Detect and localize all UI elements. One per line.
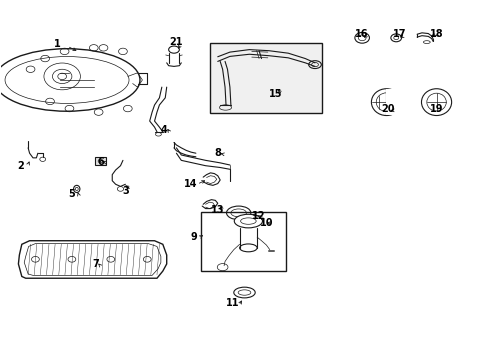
Bar [95,157,106,165]
Text: 15: 15 [269,89,282,99]
Text: 14: 14 [184,179,197,189]
Text: 8: 8 [214,148,221,158]
Text: 9: 9 [190,232,196,242]
Text: 16: 16 [354,28,367,39]
Ellipse shape [0,49,140,111]
Text: 4: 4 [161,125,167,135]
Text: 11: 11 [225,298,239,308]
Text: 5: 5 [68,189,75,199]
Text: 12: 12 [252,211,265,221]
Bar [210,43,322,113]
Text: 7: 7 [93,259,100,269]
Ellipse shape [234,214,262,228]
Bar [386,89,405,115]
Text: 13: 13 [211,205,224,215]
Ellipse shape [421,89,451,116]
Text: 20: 20 [381,104,394,113]
Text: 1: 1 [54,39,61,49]
Text: 3: 3 [122,186,128,196]
Bar [201,212,285,271]
Polygon shape [19,241,166,278]
Text: 6: 6 [98,157,104,167]
Ellipse shape [98,159,103,163]
Text: 19: 19 [429,104,443,113]
Text: 18: 18 [429,28,443,39]
Text: 21: 21 [169,37,183,48]
Text: 17: 17 [392,28,406,39]
Text: 2: 2 [18,161,24,171]
Ellipse shape [371,89,401,116]
Text: 10: 10 [259,218,273,228]
